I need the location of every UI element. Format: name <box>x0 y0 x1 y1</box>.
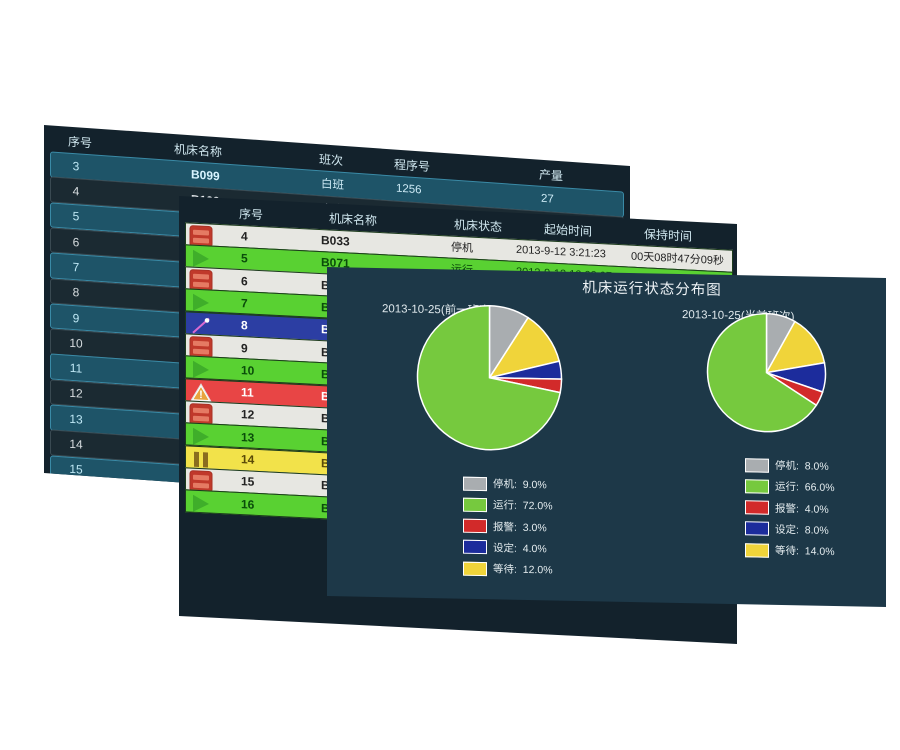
svg-text:!: ! <box>199 389 203 401</box>
